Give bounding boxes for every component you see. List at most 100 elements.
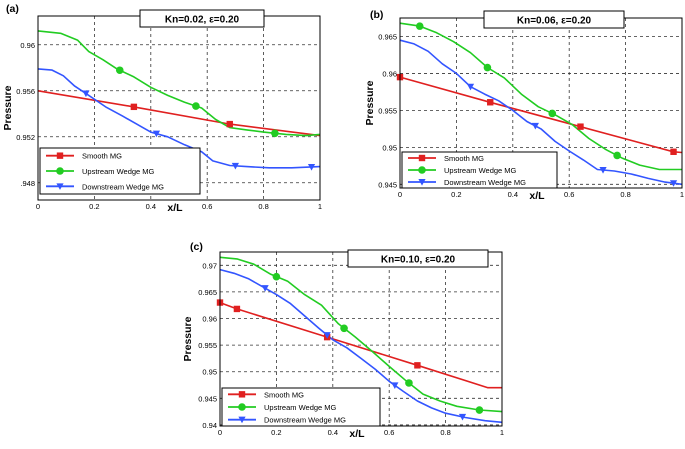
series-marker-0 [130, 103, 138, 111]
x-tick-label: 0.4 [146, 202, 156, 211]
series-marker-2 [669, 180, 678, 187]
x-axis-title: x/L [349, 428, 365, 440]
panel-label: (a) [6, 3, 19, 15]
legend-swatch-marker [418, 166, 426, 174]
legend-label: Smooth MG [264, 390, 304, 399]
panel-label: (b) [370, 9, 383, 21]
series-marker-2 [152, 130, 161, 138]
x-axis-title: x/L [529, 190, 545, 202]
chart-panel-c: 0 0.2 0.4 0.6 0.8 1 0.94 0.945 0.95 0.955 0.96 0.96… [182, 241, 504, 440]
x-tick-label: 1 [318, 202, 322, 211]
legend-label: Upstream Wedge MG [264, 403, 337, 412]
legend-label: Upstream Wedge MG [82, 167, 155, 176]
series-marker-0 [577, 123, 584, 130]
series-line-1 [37, 30, 321, 137]
x-tick-label: 0.2 [271, 428, 281, 437]
x-tick-label: 0 [398, 190, 402, 199]
series-marker-1 [475, 406, 484, 414]
legend-swatch-marker [238, 391, 246, 398]
y-tick-label: 0.955 [198, 341, 217, 350]
series-marker-0 [670, 148, 677, 155]
x-tick-label: 1 [500, 428, 504, 437]
x-tick-label: 0.4 [508, 190, 518, 199]
x-tick-label: 1 [680, 190, 684, 199]
chart-panel-b: 0 0.2 0.4 0.6 0.8 1 0.945 0.95 0.955 0.96 0.965 x/L… [364, 9, 684, 202]
legend-label: Downstream Wedge MG [264, 416, 346, 425]
y-tick-label: 0.94 [202, 421, 217, 430]
y-tick-label: 0.95 [382, 143, 397, 152]
annotation-text: Kn=0.02, ε=0.20 [165, 15, 240, 26]
x-tick-label: 0.4 [328, 428, 338, 437]
y-axis-title: Pressure [2, 85, 14, 130]
series-marker-0 [233, 305, 241, 313]
series-line-0 [37, 90, 321, 137]
series-marker-2 [466, 83, 475, 91]
annotation-box [347, 249, 489, 268]
annotation-text: Kn=0.06, ε=0.20 [517, 16, 592, 27]
panel-label: (c) [190, 241, 203, 253]
x-tick-label: 0.8 [620, 190, 630, 199]
x-tick-label: 0.2 [89, 202, 99, 211]
series-marker-2 [82, 90, 90, 98]
y-tick-label: 0.95 [202, 368, 217, 377]
legend-label: Smooth MG [444, 154, 484, 163]
legend-label: Upstream Wedge MG [444, 166, 517, 175]
series-marker-1 [613, 151, 621, 160]
annotation-text: Kn=0.10, ε=0.20 [381, 255, 456, 266]
annotation-box [139, 9, 265, 28]
legend-label: Smooth MG [82, 152, 122, 161]
x-tick-label: 0.6 [384, 428, 394, 437]
y-tick-label: 0.97 [202, 261, 217, 270]
y-axis-title: Pressure [364, 80, 376, 125]
chart-panel-a: 0 0.2 0.4 0.6 0.8 1 .948 0.952 0.956 0.96 x/L Press… [2, 3, 322, 214]
y-tick-label: 0.96 [382, 69, 397, 78]
series-marker-2 [391, 382, 399, 389]
legend-swatch-marker [56, 152, 64, 159]
series-line-1 [399, 22, 682, 171]
series-marker-1 [415, 22, 424, 30]
series-marker-0 [487, 99, 494, 106]
series-marker-0 [226, 120, 233, 128]
series-marker-1 [192, 102, 200, 110]
y-tick-label: 0.955 [378, 106, 397, 115]
y-tick-label: 0.965 [378, 32, 397, 41]
series-marker-2 [458, 413, 467, 421]
series-marker-1 [548, 109, 557, 118]
series-marker-2 [531, 122, 539, 130]
legend-label: Downstream Wedge MG [82, 182, 164, 191]
x-axis-title: x/L [167, 202, 183, 214]
y-tick-label: 0.956 [16, 87, 35, 96]
series-marker-1 [115, 66, 124, 75]
legend-label: Downstream Wedge MG [444, 178, 526, 187]
x-tick-label: 0.6 [202, 202, 212, 211]
x-tick-label: 0.2 [451, 190, 461, 199]
x-tick-label: 0 [218, 428, 222, 437]
series-marker-2 [307, 163, 316, 171]
legend-swatch-marker [418, 154, 426, 162]
x-tick-label: 0.6 [564, 190, 574, 199]
series-line-1 [219, 256, 503, 413]
series-marker-2 [323, 332, 331, 339]
series-marker-1 [483, 63, 492, 72]
legend-swatch-marker [418, 179, 426, 186]
legend-swatch-marker [238, 403, 246, 411]
series-marker-1 [405, 379, 413, 387]
x-tick-label: 0 [36, 202, 40, 211]
series-line-0 [399, 76, 683, 154]
y-tick-label: 0.945 [198, 394, 217, 403]
y-tick-label: 0.952 [16, 133, 35, 142]
y-tick-label: 0.965 [198, 288, 217, 297]
annotation-box [483, 10, 625, 29]
y-tick-label: 0.96 [20, 41, 35, 50]
legend-swatch-marker [238, 416, 246, 424]
y-tick-label: .948 [20, 179, 35, 188]
x-tick-label: 0.8 [258, 202, 268, 211]
series-line-2 [37, 68, 321, 169]
legend-swatch-marker [56, 183, 64, 190]
x-tick-label: 0.8 [440, 428, 450, 437]
series-marker-1 [271, 129, 279, 138]
series-marker-0 [414, 362, 421, 369]
series-marker-1 [340, 324, 348, 333]
series-marker-2 [231, 162, 239, 170]
